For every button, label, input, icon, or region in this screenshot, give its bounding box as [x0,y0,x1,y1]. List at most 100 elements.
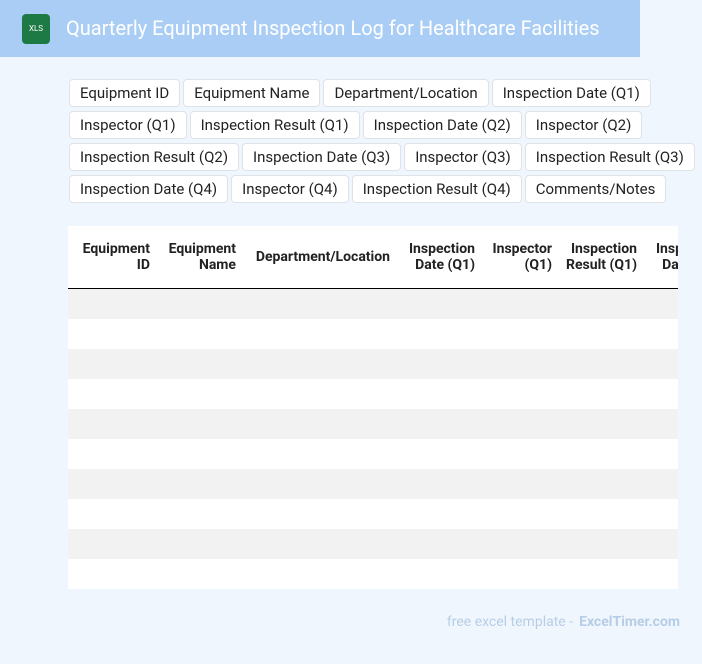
table-cell [642,559,678,589]
table-cell [642,288,678,319]
table-cell [480,469,557,499]
table-cell [68,319,155,349]
table-cell [480,529,557,559]
table-cell [155,439,241,469]
table-cell [480,349,557,379]
table-row [68,499,678,529]
table-cell [557,559,642,589]
table-cell [395,439,480,469]
table-cell [155,409,241,439]
footer-prefix: free excel template - [446,614,574,630]
table-cell [68,559,155,589]
table-cell [68,439,155,469]
page-title: Quarterly Equipment Inspection Log for H… [66,16,600,40]
table-cell [155,379,241,409]
table-cell [241,529,395,559]
table-row [68,349,678,379]
table-cell [557,288,642,319]
table-row [68,288,678,319]
table-cell [557,319,642,349]
column-chip[interactable]: Inspector (Q1) [69,111,187,139]
column-chip[interactable]: Inspection Date (Q1) [491,79,651,107]
table-cell [395,349,480,379]
column-chip[interactable]: Inspection Date (Q2) [362,111,522,139]
table-cell [155,559,241,589]
table-cell [68,469,155,499]
table-cell [155,469,241,499]
table-cell [241,469,395,499]
table-cell [480,409,557,439]
table-cell [642,349,678,379]
table-cell [241,379,395,409]
column-chip[interactable]: Inspection Result (Q3) [524,143,695,171]
column-header: Inspection Date (Q1) [395,226,480,289]
column-header: Department/Location [241,226,395,289]
table-cell [155,529,241,559]
column-chip[interactable]: Inspector (Q3) [404,143,522,171]
table-row [68,439,678,469]
table-cell [557,349,642,379]
table-cell [68,349,155,379]
table-cell [480,288,557,319]
table-cell [642,439,678,469]
table-cell [241,349,395,379]
column-chip[interactable]: Inspection Result (Q4) [351,175,522,203]
header-banner: XLS Quarterly Equipment Inspection Log f… [0,0,640,57]
table-cell [155,319,241,349]
xls-icon: XLS [22,14,50,44]
table-cell [241,559,395,589]
column-chip[interactable]: Inspection Result (Q1) [189,111,360,139]
table-cell [155,499,241,529]
data-table: Equipment ID Equipment Name Department/Loc… [68,226,678,589]
table-cell [395,499,480,529]
column-chip[interactable]: Comments/Notes [524,175,667,203]
table-row [68,559,678,589]
column-chip[interactable]: Inspector (Q4) [231,175,349,203]
table-cell [68,529,155,559]
table-row [68,409,678,439]
table-cell [480,559,557,589]
footer-brand[interactable]: ExcelTimer.com [579,614,680,630]
table-cell [395,319,480,349]
table-cell [557,439,642,469]
header-row: Equipment ID Equipment Name Department/Loc… [68,226,678,289]
column-chip[interactable]: Inspector (Q2) [524,111,643,139]
column-header: Inspection Date (Q2) [642,226,678,289]
table-cell [395,469,480,499]
table-row [68,529,678,559]
table-cell [642,379,678,409]
table-cell [68,288,155,319]
table-cell [395,288,480,319]
table-row [68,319,678,349]
table-cell [395,559,480,589]
table-cell [395,409,480,439]
table-cell [557,469,642,499]
table-row [68,469,678,499]
table-cell [241,439,395,469]
column-chip[interactable]: Equipment Name [183,79,321,107]
footer: free excel template - ExcelTimer.com [447,614,680,630]
column-chip[interactable]: Department/Location [323,79,489,107]
table-cell [155,288,241,319]
table-cell [642,409,678,439]
column-chips: Equipment ID Equipment Name Department/Loc… [69,79,699,203]
column-chip[interactable]: Equipment ID [69,79,181,107]
column-chip[interactable]: Inspection Date (Q3) [242,143,402,171]
table-cell [68,379,155,409]
column-chip[interactable]: Inspection Date (Q4) [69,175,229,203]
column-chip[interactable]: Inspection Result (Q2) [69,143,240,171]
table-cell [642,529,678,559]
table-cell [395,379,480,409]
table-container: Equipment ID Equipment Name Department/Loc… [68,226,678,589]
table-cell [557,409,642,439]
table-cell [155,349,241,379]
column-header: Inspection Result (Q1) [557,226,642,289]
table-cell [480,499,557,529]
table-cell [557,529,642,559]
table-cell [241,499,395,529]
table-cell [480,319,557,349]
column-header: Equipment ID [68,226,155,289]
table-cell [642,499,678,529]
table-cell [68,499,155,529]
